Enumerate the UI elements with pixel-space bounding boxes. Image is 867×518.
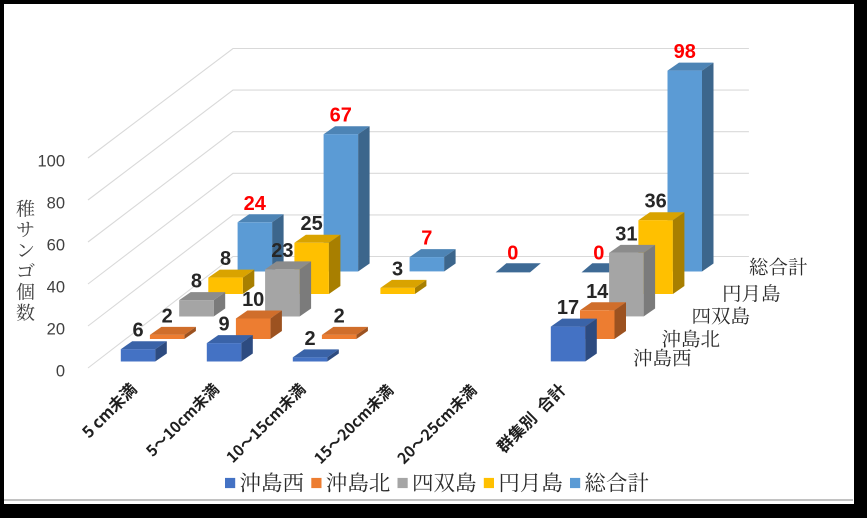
svg-text:0: 0: [593, 243, 604, 265]
svg-text:2: 2: [334, 305, 345, 327]
svg-text:6: 6: [132, 320, 143, 342]
svg-text:23: 23: [271, 240, 293, 262]
svg-text:20: 20: [47, 321, 65, 339]
svg-text:8: 8: [220, 248, 231, 270]
svg-text:25: 25: [300, 213, 322, 235]
svg-text:0: 0: [56, 363, 65, 381]
svg-text:67: 67: [330, 105, 352, 127]
svg-text:100: 100: [37, 153, 65, 171]
svg-text:9: 9: [218, 314, 229, 336]
svg-text:36: 36: [644, 191, 666, 213]
svg-text:98: 98: [674, 41, 696, 63]
svg-text:31: 31: [615, 223, 637, 245]
svg-text:8: 8: [191, 271, 202, 293]
svg-text:24: 24: [244, 193, 267, 215]
svg-text:3: 3: [392, 258, 403, 280]
svg-text:14: 14: [586, 281, 609, 303]
svg-text:2: 2: [162, 305, 173, 327]
svg-text:60: 60: [47, 237, 65, 255]
svg-text:2: 2: [304, 328, 315, 350]
svg-text:80: 80: [47, 195, 65, 213]
svg-text:7: 7: [421, 228, 432, 250]
svg-text:0: 0: [507, 243, 518, 265]
svg-text:17: 17: [557, 297, 579, 319]
svg-text:10: 10: [242, 289, 264, 311]
svg-text:40: 40: [47, 279, 65, 297]
